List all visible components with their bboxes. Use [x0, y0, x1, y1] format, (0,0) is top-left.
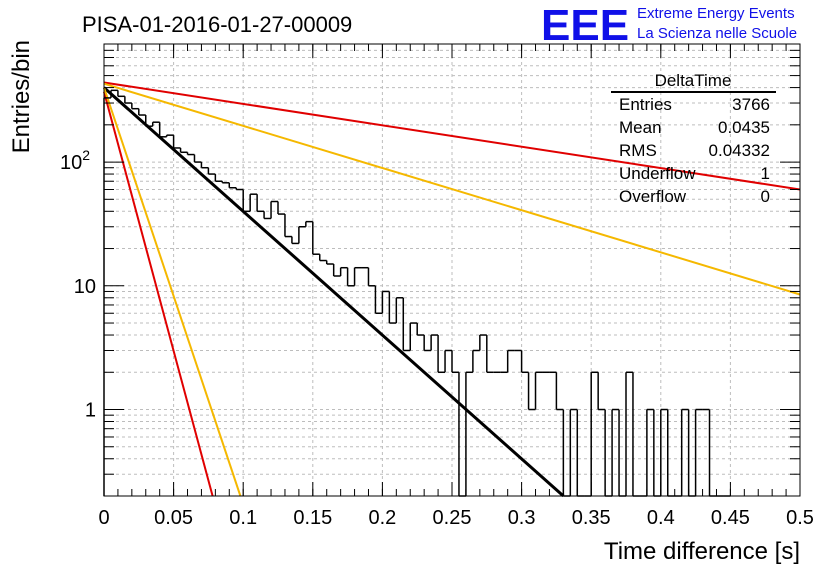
- y-tick-label: 102: [60, 147, 90, 174]
- red-steep-line: [103, 91, 214, 497]
- ticks-layer: 0 0.05 0.1 0.15 0.2 0.25 0.3 0.35 0.4 0.45 0.51101…: [60, 43, 814, 529]
- y-tick-label: 1: [85, 400, 96, 422]
- stats-value: 0.0435: [718, 118, 770, 137]
- stats-value: 3766: [732, 95, 770, 114]
- stats-value: 0.04332: [709, 141, 770, 160]
- yellow-steep-line: [103, 87, 242, 497]
- plot-area: 0 0.05 0.1 0.15 0.2 0.25 0.3 0.35 0.4 0.45 0.51101…: [60, 43, 814, 529]
- run-id-title: PISA-01-2016-01-27-00009: [82, 12, 352, 37]
- stats-rows: Entries 3766 Mean 0.0435 RMS 0.04332 Underflow…: [619, 95, 770, 206]
- x-tick-label: 0.5: [786, 507, 814, 529]
- yellow-reference-line: [103, 82, 801, 296]
- x-tick-label: 0.4: [647, 507, 675, 529]
- stats-label: Overflow: [619, 187, 687, 206]
- stats-label: RMS: [619, 141, 657, 160]
- series-layer: [103, 81, 801, 498]
- stats-box: DeltaTime Entries 3766 Mean 0.0435 RMS 0.0433…: [611, 71, 776, 206]
- red-reference-line: [103, 81, 801, 191]
- x-tick-label: 0.25: [433, 507, 472, 529]
- stats-title: DeltaTime: [655, 71, 732, 90]
- stats-label: Entries: [619, 95, 672, 114]
- stats-value: 0: [761, 187, 770, 206]
- y-tick-label: 10: [74, 276, 96, 298]
- x-tick-label: 0: [98, 507, 109, 529]
- x-tick-label: 0.3: [508, 507, 536, 529]
- eee-logo: EEE: [541, 1, 629, 50]
- x-tick-label: 0.15: [293, 507, 332, 529]
- x-axis-title: Time difference [s]: [604, 538, 800, 565]
- x-tick-label: 0.2: [368, 507, 396, 529]
- stats-label: Mean: [619, 118, 662, 137]
- stats-label: Underflow: [619, 164, 696, 183]
- x-tick-label: 0.05: [154, 507, 193, 529]
- x-tick-label: 0.1: [229, 507, 257, 529]
- y-axis-title: Entries/bin: [8, 40, 35, 153]
- exponential-fit-line: [103, 86, 565, 498]
- org-name-line1: Extreme Energy Events: [637, 5, 795, 22]
- x-tick-label: 0.45: [711, 507, 750, 529]
- stats-value: 1: [761, 164, 770, 183]
- x-tick-label: 0.35: [572, 507, 611, 529]
- org-name-line2: La Scienza nelle Scuole: [637, 25, 797, 42]
